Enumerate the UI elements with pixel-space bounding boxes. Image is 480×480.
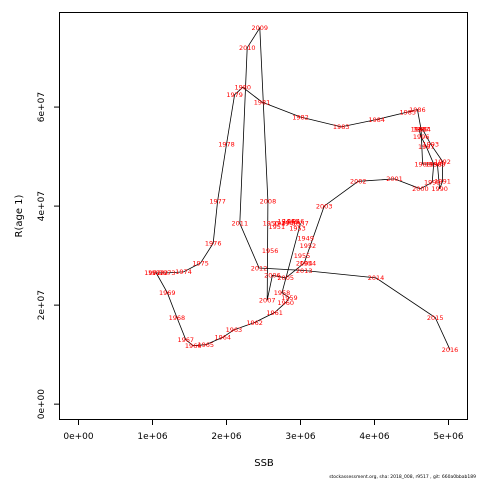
point-label: 2004 xyxy=(296,259,313,267)
x-axis-title: SSB xyxy=(254,458,274,469)
point-label: 1975 xyxy=(192,259,209,267)
point-label: 1959 xyxy=(281,294,298,302)
point-label: 1974 xyxy=(175,268,192,276)
point-label: 1944 xyxy=(277,217,294,225)
point-label: 1964 xyxy=(215,334,232,342)
point-label: 2002 xyxy=(350,178,367,186)
y-tick-label: 6e+07 xyxy=(37,92,47,122)
point-label: 2010 xyxy=(239,44,256,52)
point-label: 2008 xyxy=(260,197,277,205)
point-label: 1961 xyxy=(266,309,283,317)
point-label: 1956 xyxy=(262,247,279,255)
point-label: 1993 xyxy=(422,141,439,149)
point-label: 1949 xyxy=(297,235,314,243)
point-label: 2011 xyxy=(232,220,249,228)
point-label: 1983 xyxy=(333,123,350,131)
point-label: 1998 xyxy=(425,160,442,168)
point-label: 2007 xyxy=(259,296,276,304)
point-label: 1980 xyxy=(235,84,252,92)
point-label: 1955 xyxy=(294,252,311,260)
series-line xyxy=(152,26,451,350)
point-label: 2009 xyxy=(252,24,269,32)
point-label: 1969 xyxy=(159,289,176,297)
point-label: 1984 xyxy=(368,116,385,124)
point-label: 2016 xyxy=(442,346,459,354)
point-label: 2001 xyxy=(386,175,403,183)
point-label: 2000 xyxy=(412,185,429,193)
point-label: 1986 xyxy=(409,106,426,114)
point-label: 1948 xyxy=(281,220,298,228)
point-label: 1952 xyxy=(300,242,317,250)
y-axis-title: R(age 1) xyxy=(14,194,25,237)
point-label: 1945 xyxy=(283,217,300,225)
point-label: 1960 xyxy=(277,299,294,307)
point-label: 1991 xyxy=(434,178,451,186)
point-label: 1968 xyxy=(169,314,186,322)
point-label: 1995 xyxy=(411,126,428,134)
point-label: 1985 xyxy=(400,108,417,116)
point-label: 2006 xyxy=(264,272,281,280)
point-label: 1994 xyxy=(414,126,431,134)
point-label: 1957 xyxy=(292,220,309,228)
point-label: 1978 xyxy=(218,141,235,149)
x-tick-label: 2e+06 xyxy=(211,432,242,442)
point-label: 1973 xyxy=(159,269,176,277)
point-label: 1946 xyxy=(288,217,305,225)
point-label: 1990 xyxy=(431,185,448,193)
point-label: 1992 xyxy=(434,158,451,166)
x-tick-label: 4e+06 xyxy=(359,432,390,442)
point-label: 1997 xyxy=(418,143,435,151)
point-label: 1966 xyxy=(185,342,202,350)
x-axis: 0e+00 1e+06 2e+06 3e+06 4e+06 5e+06 xyxy=(63,419,464,442)
point-label: 1954 xyxy=(300,259,317,267)
point-label: 1987 xyxy=(413,126,430,134)
point-label: 1982 xyxy=(292,113,309,121)
point-label: 1958 xyxy=(274,289,291,297)
point-label: 1999 xyxy=(424,179,441,187)
x-tick-label: 3e+06 xyxy=(285,432,316,442)
point-label: 2005 xyxy=(277,274,294,282)
point-label: 2003 xyxy=(316,202,333,210)
point-label: 1965 xyxy=(198,341,215,349)
y-tick-label: 2e+07 xyxy=(37,290,47,320)
point-label: 1981 xyxy=(254,98,271,106)
x-tick-label: 5e+06 xyxy=(433,432,464,442)
x-tick-label: 0e+00 xyxy=(63,432,94,442)
point-label: 1989 xyxy=(429,160,446,168)
point-label: 2013 xyxy=(296,267,313,275)
point-label: 1951 xyxy=(269,223,286,231)
point-label: 1967 xyxy=(178,336,195,344)
point-label: 2012 xyxy=(251,264,268,272)
point-label: 1979 xyxy=(226,91,243,99)
point-label: 1970 xyxy=(148,269,165,277)
point-label: 2014 xyxy=(368,274,385,282)
point-label: 1947 xyxy=(273,220,290,228)
point-label: 1977 xyxy=(209,197,226,205)
point-label: 1963 xyxy=(226,326,243,334)
footer-note: stockassessment.org, sha: 2018_008, r951… xyxy=(329,474,476,480)
point-label: 1971 xyxy=(144,269,161,277)
point-label: 1953 xyxy=(289,225,306,233)
point-label: 1996 xyxy=(413,133,430,141)
point-label: 1950 xyxy=(263,220,280,228)
point-label: 1988 xyxy=(414,160,431,168)
point-label: 1962 xyxy=(246,319,263,327)
plot-box xyxy=(59,12,468,420)
point-label: 2015 xyxy=(427,314,444,322)
y-tick-label: 0e+00 xyxy=(37,389,47,420)
point-label: 1976 xyxy=(205,240,222,248)
point-label: 1972 xyxy=(152,269,169,277)
y-axis: 0e+00 2e+07 4e+07 6e+07 xyxy=(37,92,60,419)
x-tick-label: 1e+06 xyxy=(137,432,168,442)
y-tick-label: 4e+07 xyxy=(37,191,47,221)
